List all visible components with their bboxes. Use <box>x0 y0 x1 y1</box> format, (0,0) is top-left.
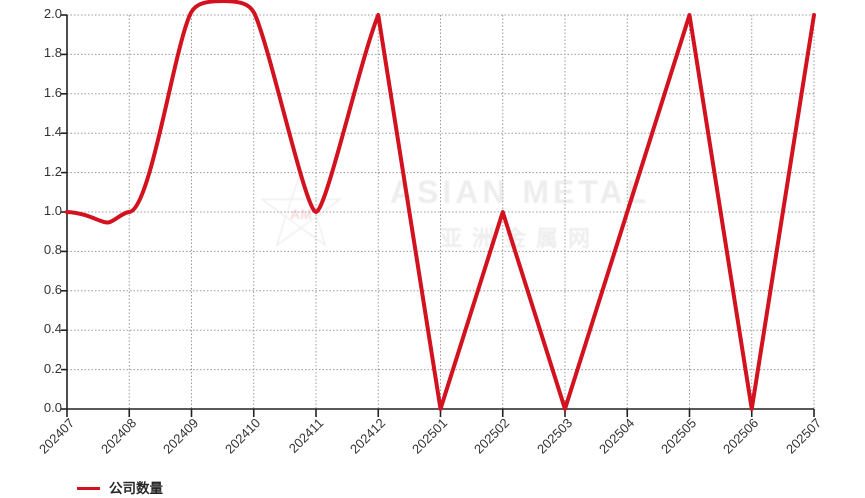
svg-text:AM: AM <box>290 206 312 222</box>
svg-text:ASIAN METAL: ASIAN METAL <box>390 174 650 210</box>
svg-text:亚洲金属网: 亚洲金属网 <box>440 226 600 251</box>
